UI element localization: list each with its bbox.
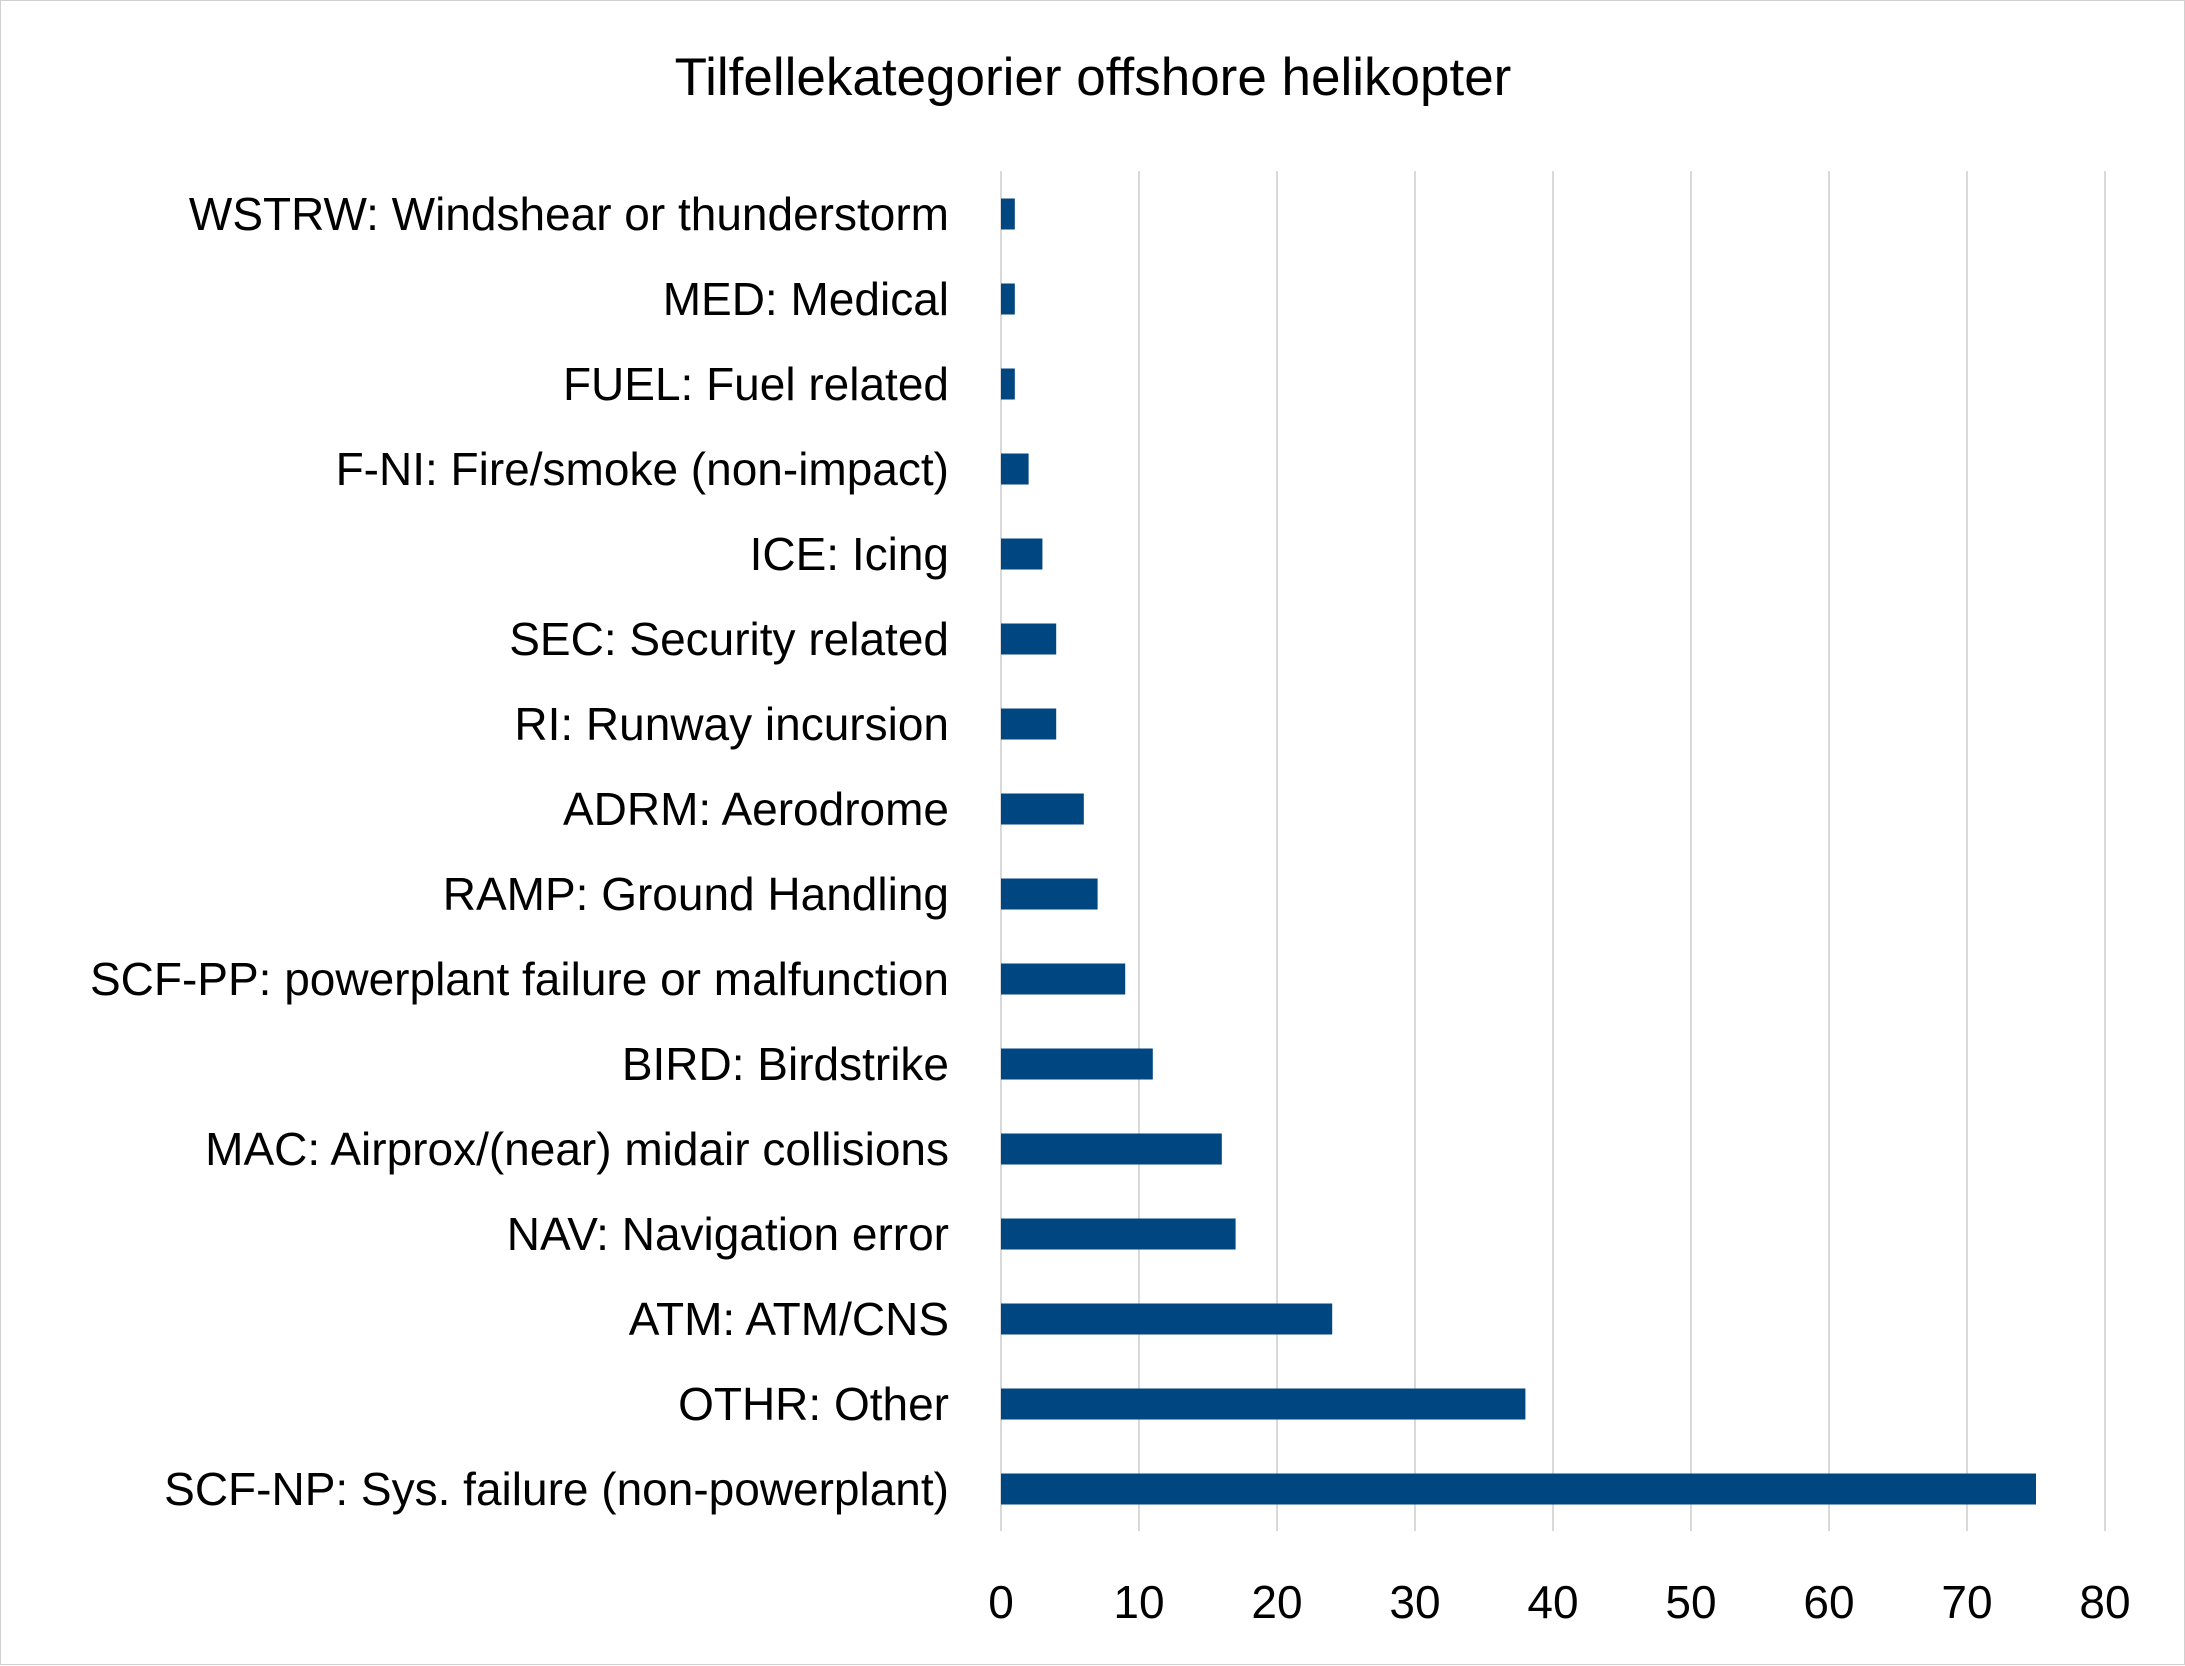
bar <box>1001 1388 1526 1420</box>
category-label: NAV: Navigation error <box>507 1208 949 1260</box>
bar <box>1001 1218 1236 1250</box>
bar <box>1001 1303 1333 1335</box>
category-label: ICE: Icing <box>750 528 949 580</box>
category-label: SEC: Security related <box>509 613 949 665</box>
bar <box>1001 878 1098 910</box>
category-label: SCF-PP: powerplant failure or malfunctio… <box>90 953 949 1005</box>
category-label: RAMP: Ground Handling <box>443 868 949 920</box>
category-label: BIRD: Birdstrike <box>622 1038 949 1090</box>
bar <box>1001 283 1015 315</box>
category-label: ADRM: Aerodrome <box>563 783 949 835</box>
category-label: WSTRW: Windshear or thunderstorm <box>189 188 949 240</box>
bar <box>1001 538 1043 570</box>
category-label: OTHR: Other <box>678 1378 949 1430</box>
category-label: FUEL: Fuel related <box>563 358 949 410</box>
x-tick-label: 10 <box>1113 1576 1164 1628</box>
category-label: SCF-NP: Sys. failure (non-powerplant) <box>164 1463 949 1515</box>
x-tick-label: 80 <box>2079 1576 2130 1628</box>
x-axis-tick-labels: 0 10 20 30 40 50 60 70 80 <box>988 1576 2130 1628</box>
bar <box>1001 623 1057 655</box>
category-label: MAC: Airprox/(near) midair collisions <box>205 1123 949 1175</box>
bar <box>1001 1133 1222 1165</box>
category-labels: WSTRW: Windshear or thunderstorm MED: Med… <box>90 188 949 1515</box>
bar <box>1001 1048 1153 1080</box>
x-tick-label: 30 <box>1389 1576 1440 1628</box>
x-tick-label: 60 <box>1803 1576 1854 1628</box>
bar <box>1001 963 1126 995</box>
category-label: ATM: ATM/CNS <box>629 1293 949 1345</box>
chart-title: Tilfellekategorier offshore helikopter <box>675 48 1512 107</box>
x-tick-label: 0 <box>988 1576 1014 1628</box>
x-tick-label: 40 <box>1527 1576 1578 1628</box>
bar <box>1001 368 1015 400</box>
category-label: F-NI: Fire/smoke (non-impact) <box>336 443 949 495</box>
x-tick-label: 20 <box>1251 1576 1302 1628</box>
category-label: RI: Runway incursion <box>514 698 949 750</box>
x-tick-label: 70 <box>1941 1576 1992 1628</box>
bar <box>1001 1473 2036 1505</box>
bar <box>1001 708 1057 740</box>
x-tick-label: 50 <box>1665 1576 1716 1628</box>
bar <box>1001 453 1029 485</box>
gridlines <box>1000 171 2106 1531</box>
category-label: MED: Medical <box>663 273 949 325</box>
bar <box>1001 793 1084 825</box>
bars <box>1001 198 2036 1505</box>
bar <box>1001 198 1015 230</box>
